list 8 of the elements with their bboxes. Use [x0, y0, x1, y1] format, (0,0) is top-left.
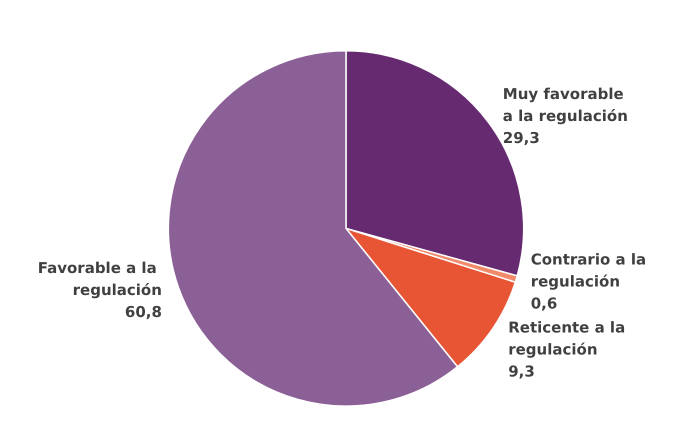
slice-label: Contrario a la regulación	[530, 250, 652, 290]
data-label: 60,8	[124, 303, 162, 322]
data-label: 29,3	[502, 129, 540, 148]
slice-label: Reticente a la regulación	[508, 318, 630, 358]
slice-label: Muy favorable a la regulación	[502, 85, 629, 126]
slice-label: Favorable a la regulación	[38, 259, 162, 300]
data-label: 0,6	[530, 294, 558, 312]
data-label: 9,3	[508, 362, 535, 380]
